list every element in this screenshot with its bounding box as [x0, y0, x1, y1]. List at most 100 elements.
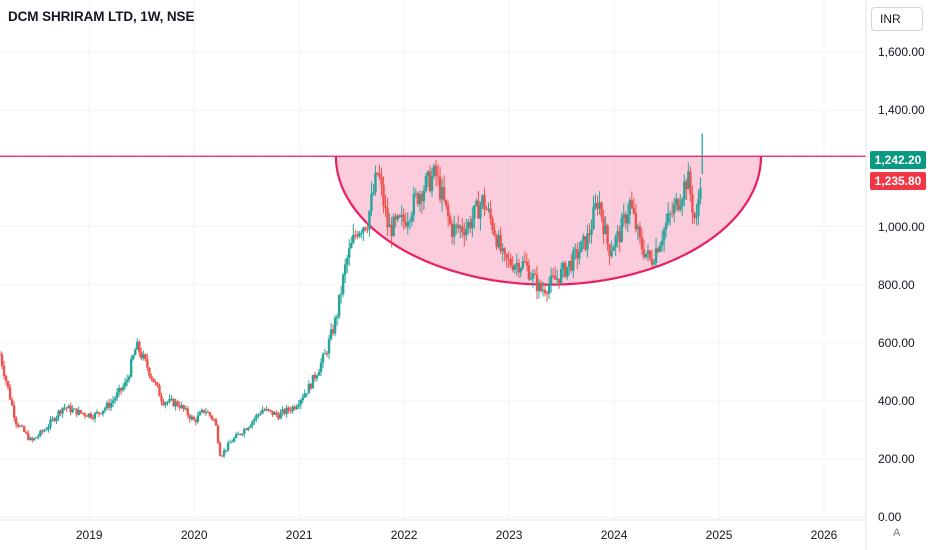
candle-body — [681, 199, 684, 206]
candle-body — [654, 248, 658, 263]
candle-body — [644, 253, 648, 258]
candle-body — [297, 404, 300, 407]
candle-body — [699, 188, 702, 200]
candle-body — [420, 194, 424, 202]
candle-body — [392, 216, 395, 237]
candle-body — [578, 252, 581, 259]
candle-body — [491, 218, 494, 231]
candle-body — [45, 429, 48, 431]
candle-body — [37, 435, 40, 438]
candle-body — [337, 294, 341, 317]
candle-body — [97, 412, 101, 414]
auto-scale-button[interactable]: A — [893, 527, 901, 539]
candle-body — [408, 221, 411, 223]
candle-body — [218, 442, 222, 456]
candle-body — [230, 441, 234, 443]
candlestick-series — [0, 133, 703, 459]
currency-selector[interactable]: INR — [871, 7, 923, 31]
candle-body — [237, 433, 240, 435]
candle-body — [388, 224, 391, 228]
candle-body — [370, 194, 373, 212]
candle-body — [277, 414, 280, 419]
candle-body — [354, 234, 357, 236]
candle-body — [239, 433, 242, 435]
candle-body — [483, 195, 486, 210]
candle-body — [293, 406, 296, 409]
candle-body — [489, 208, 492, 219]
candle-body — [158, 385, 161, 397]
candle-body — [366, 229, 369, 231]
candle-body — [632, 207, 636, 214]
candle-body — [461, 226, 464, 232]
candle-body — [683, 181, 686, 200]
candle-body — [547, 284, 551, 294]
candle-body — [208, 412, 212, 416]
candle-body — [134, 349, 137, 356]
candle-body — [226, 442, 230, 450]
candle-body — [303, 393, 307, 398]
candle-body — [79, 410, 82, 413]
candle-body — [469, 222, 472, 229]
candle-body — [117, 387, 121, 393]
candle-body — [188, 415, 191, 420]
candle-body — [517, 262, 520, 273]
candle-body — [471, 218, 474, 229]
candle-body — [251, 421, 254, 426]
candle-body — [186, 408, 189, 416]
candle-body — [568, 261, 571, 267]
candle-body — [154, 382, 157, 384]
candle-body — [557, 278, 561, 284]
candle-body — [499, 234, 502, 252]
candle-body — [430, 176, 434, 192]
candle-body — [200, 409, 204, 413]
candle-body — [592, 207, 595, 230]
candle-body — [487, 208, 490, 210]
candle-body — [634, 213, 638, 230]
candle-body — [198, 412, 202, 416]
candle-body — [243, 429, 246, 434]
candle-body — [174, 401, 177, 407]
candle-body — [152, 378, 155, 383]
y-tick-label: 800.00 — [878, 277, 915, 292]
candle-body — [325, 353, 329, 355]
y-tick-label: 1,400.00 — [878, 103, 925, 118]
candle-body — [618, 231, 621, 243]
candle-body — [446, 205, 450, 217]
candle-body — [448, 216, 452, 224]
candle-body — [630, 200, 634, 208]
candle-body — [271, 410, 274, 415]
candle-body — [253, 418, 256, 422]
candle-body — [224, 449, 228, 451]
candle-body — [33, 438, 36, 441]
candle-body — [495, 235, 498, 247]
candle-body — [394, 216, 397, 220]
candle-body — [606, 225, 609, 245]
candle-body — [525, 261, 529, 266]
candle-body — [396, 215, 399, 220]
candle-body — [35, 437, 38, 439]
candle-body — [640, 237, 644, 250]
candle-body — [111, 400, 115, 403]
candle-body — [245, 429, 248, 431]
candle-body — [180, 405, 183, 408]
candle-body — [317, 371, 321, 376]
candle-body — [642, 249, 646, 258]
candle-body — [668, 213, 672, 215]
candle-body — [220, 455, 224, 457]
candle-body — [497, 234, 500, 247]
candle-body — [410, 215, 414, 222]
candle-body — [307, 383, 311, 394]
candle-body — [176, 401, 179, 406]
candle-body — [590, 229, 593, 236]
candle-body — [693, 212, 696, 218]
candle-body — [675, 198, 678, 205]
candle-body — [572, 250, 575, 271]
candle-body — [687, 171, 690, 190]
candle-body — [559, 268, 563, 284]
candle-body — [21, 425, 24, 427]
candle-body — [61, 407, 64, 414]
candle-body — [81, 412, 84, 414]
x-tick-label: 2023 — [495, 528, 523, 542]
candle-body — [432, 165, 436, 177]
